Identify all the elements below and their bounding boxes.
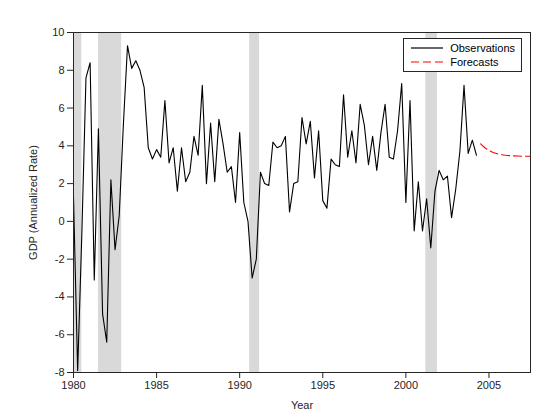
html-text:Observations: Observations	[450, 42, 515, 54]
svg-text:6: 6	[58, 102, 64, 114]
svg-text:-4: -4	[55, 290, 65, 302]
svg-text:GDP (Annualized Rate): GDP (Annualized Rate)	[27, 145, 39, 260]
svg-text:4: 4	[58, 139, 64, 151]
svg-text:1990: 1990	[227, 379, 251, 391]
svg-text:0: 0	[58, 215, 64, 227]
svg-text:8: 8	[58, 64, 64, 76]
svg-text:-2: -2	[55, 253, 65, 265]
svg-text:1985: 1985	[144, 379, 168, 391]
svg-text:-8: -8	[55, 366, 65, 378]
html-text:Forecasts: Forecasts	[450, 56, 499, 68]
svg-text:2: 2	[58, 177, 64, 189]
svg-text:10: 10	[52, 26, 64, 38]
svg-text:Year: Year	[291, 399, 314, 411]
svg-text:1980: 1980	[61, 379, 85, 391]
svg-text:-6: -6	[55, 328, 65, 340]
svg-text:1995: 1995	[311, 379, 335, 391]
svg-text:2000: 2000	[394, 379, 418, 391]
svg-text:2005: 2005	[477, 379, 501, 391]
